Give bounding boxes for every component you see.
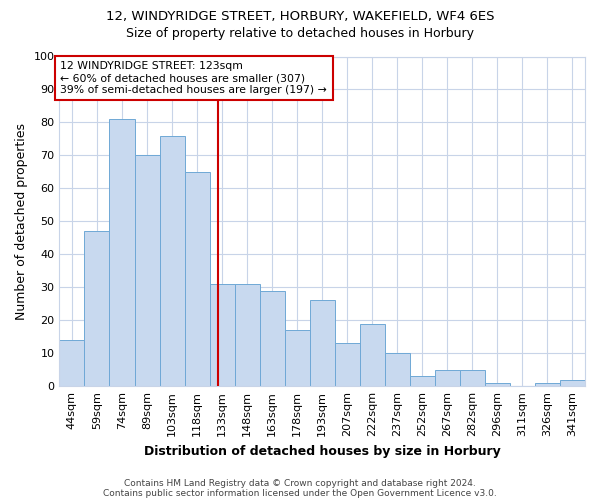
Bar	[385, 353, 410, 386]
Bar	[485, 383, 510, 386]
Bar	[360, 324, 385, 386]
Bar	[260, 290, 284, 386]
Y-axis label: Number of detached properties: Number of detached properties	[15, 123, 28, 320]
Text: 12 WINDYRIDGE STREET: 123sqm
← 60% of detached houses are smaller (307)
39% of s: 12 WINDYRIDGE STREET: 123sqm ← 60% of de…	[61, 62, 327, 94]
Bar	[335, 344, 360, 386]
Bar	[410, 376, 435, 386]
Bar	[235, 284, 260, 386]
X-axis label: Distribution of detached houses by size in Horbury: Distribution of detached houses by size …	[144, 444, 500, 458]
Bar	[310, 300, 335, 386]
Text: Contains HM Land Registry data © Crown copyright and database right 2024.: Contains HM Land Registry data © Crown c…	[124, 478, 476, 488]
Bar	[85, 231, 109, 386]
Bar	[209, 284, 235, 386]
Bar	[109, 119, 134, 386]
Text: Contains public sector information licensed under the Open Government Licence v3: Contains public sector information licen…	[103, 488, 497, 498]
Bar	[185, 172, 209, 386]
Bar	[535, 383, 560, 386]
Bar	[560, 380, 585, 386]
Bar	[59, 340, 85, 386]
Bar	[284, 330, 310, 386]
Text: 12, WINDYRIDGE STREET, HORBURY, WAKEFIELD, WF4 6ES: 12, WINDYRIDGE STREET, HORBURY, WAKEFIEL…	[106, 10, 494, 23]
Bar	[160, 136, 185, 386]
Text: Size of property relative to detached houses in Horbury: Size of property relative to detached ho…	[126, 28, 474, 40]
Bar	[460, 370, 485, 386]
Bar	[435, 370, 460, 386]
Bar	[134, 156, 160, 386]
